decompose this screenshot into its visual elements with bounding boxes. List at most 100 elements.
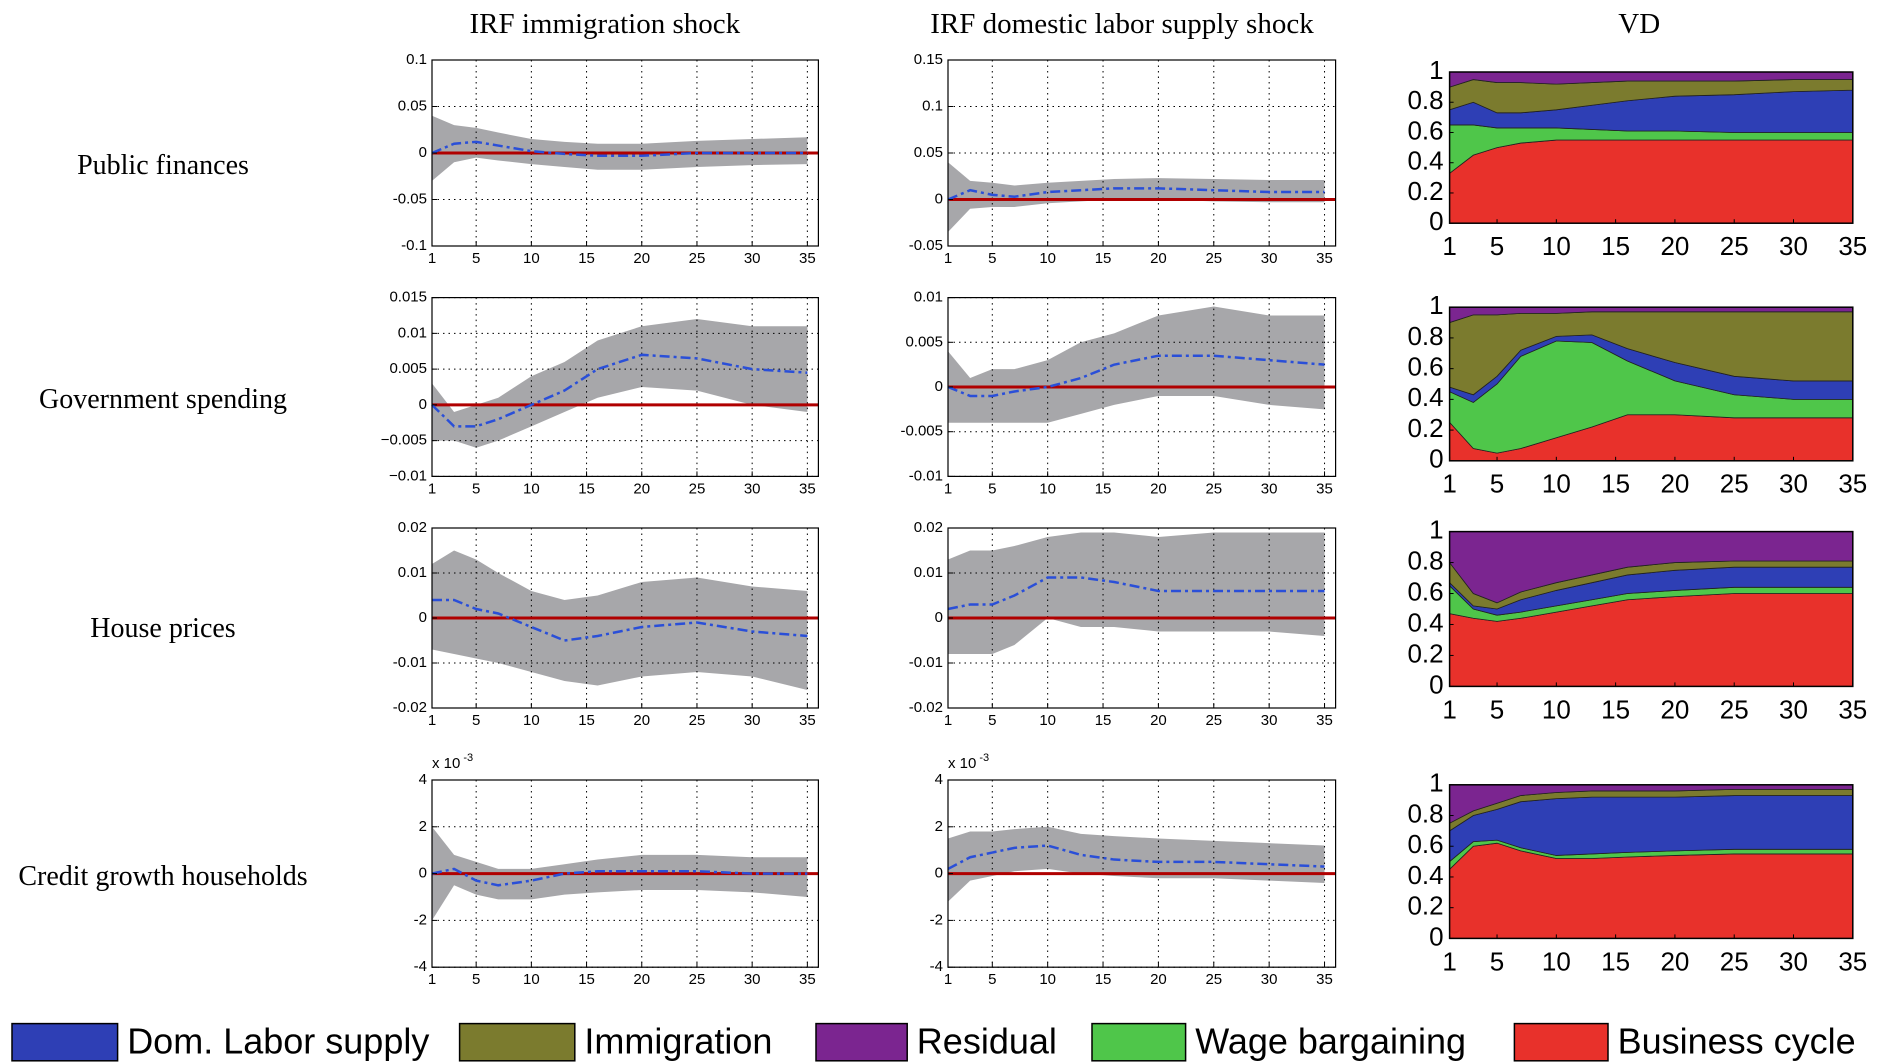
legend-swatch bbox=[1513, 1022, 1609, 1062]
median-line bbox=[432, 598, 808, 642]
y-tick-label: 0.01 bbox=[398, 324, 427, 341]
x-tick-label: 35 bbox=[1838, 231, 1867, 261]
x-tick-label: 35 bbox=[1316, 480, 1333, 497]
y-multiplier: x 10 -3 bbox=[432, 752, 473, 772]
y-tick-label: -0.01 bbox=[909, 467, 943, 484]
y-tick-label: 0.15 bbox=[914, 51, 943, 68]
y-tick-label: 0 bbox=[1429, 921, 1443, 951]
x-tick-label: 5 bbox=[1490, 694, 1504, 724]
median-line bbox=[947, 576, 1325, 611]
x-tick-label: 20 bbox=[1150, 971, 1167, 988]
y-tick-label: 0.01 bbox=[914, 564, 943, 581]
y-tick-label: 0.2 bbox=[1407, 891, 1443, 921]
x-tick-label: 30 bbox=[744, 971, 761, 988]
column-title: IRF domestic labor supply shock bbox=[930, 8, 1314, 40]
x-tick-label: 1 bbox=[428, 712, 436, 729]
x-tick-label: 1 bbox=[944, 712, 952, 729]
y-tick-label: 0.01 bbox=[398, 564, 427, 581]
y-tick-label: 0.02 bbox=[914, 519, 943, 536]
x-tick-label: 5 bbox=[988, 971, 996, 988]
x-tick-label: 5 bbox=[1490, 469, 1504, 499]
y-tick-label: 0 bbox=[419, 609, 427, 626]
row-label: Public finances bbox=[77, 149, 249, 181]
x-tick-label: 35 bbox=[1316, 712, 1333, 729]
confidence-band bbox=[432, 319, 808, 448]
x-tick-label: 15 bbox=[1601, 469, 1630, 499]
confidence-band bbox=[948, 306, 1325, 423]
x-tick-label: 25 bbox=[1720, 469, 1749, 499]
x-tick-label: 5 bbox=[472, 712, 480, 729]
legend-swatch bbox=[815, 1022, 908, 1062]
column-title: VD bbox=[1618, 8, 1660, 40]
y-tick-label: 0.4 bbox=[1407, 860, 1443, 890]
x-tick-label: 30 bbox=[744, 480, 761, 497]
x-tick-label: 35 bbox=[1316, 971, 1333, 988]
plot-frame bbox=[1448, 306, 1854, 462]
y-tick-label: 0.05 bbox=[398, 97, 427, 114]
x-tick-label: 1 bbox=[1442, 469, 1456, 499]
x-tick-label: 10 bbox=[1039, 480, 1056, 497]
x-tick-label: 15 bbox=[578, 712, 595, 729]
plot-frame bbox=[431, 297, 819, 478]
x-tick-label: 20 bbox=[1660, 946, 1689, 976]
x-tick-label: 35 bbox=[1316, 250, 1333, 267]
x-tick-label: 25 bbox=[1205, 712, 1222, 729]
y-tick-label: 1 bbox=[1429, 514, 1443, 544]
y-multiplier: x 10 -3 bbox=[948, 752, 989, 772]
x-tick-label: 30 bbox=[744, 712, 761, 729]
row-label: House prices bbox=[90, 612, 236, 644]
x-tick-label: 20 bbox=[1150, 480, 1167, 497]
row-label: Credit growth households bbox=[18, 861, 308, 893]
y-tick-label: 0.6 bbox=[1407, 576, 1443, 606]
confidence-band bbox=[948, 532, 1325, 654]
x-tick-label: 35 bbox=[799, 712, 816, 729]
y-tick-label: 0 bbox=[419, 144, 427, 161]
x-tick-label: 1 bbox=[428, 971, 436, 988]
x-tick-label: 20 bbox=[1660, 231, 1689, 261]
y-tick-label: 0.2 bbox=[1407, 413, 1443, 443]
x-tick-label: 10 bbox=[1542, 694, 1571, 724]
x-tick-label: 1 bbox=[1442, 231, 1456, 261]
x-tick-label: 25 bbox=[1720, 694, 1749, 724]
confidence-band bbox=[432, 115, 808, 181]
x-tick-label: 10 bbox=[1039, 712, 1056, 729]
x-tick-label: 30 bbox=[1261, 250, 1278, 267]
x-tick-label: 10 bbox=[1542, 946, 1571, 976]
x-tick-label: 30 bbox=[1261, 480, 1278, 497]
x-tick-label: 5 bbox=[988, 480, 996, 497]
y-tick-label: 0.015 bbox=[389, 289, 427, 306]
y-tick-label: 0.01 bbox=[914, 289, 943, 306]
y-tick-label: -0.05 bbox=[393, 190, 427, 207]
legend-swatch bbox=[11, 1022, 119, 1062]
x-tick-label: 10 bbox=[523, 250, 540, 267]
median-line bbox=[947, 187, 1325, 201]
stacked-area bbox=[1449, 842, 1854, 939]
y-tick-label: -2 bbox=[930, 911, 943, 928]
plot-frame bbox=[1448, 530, 1854, 688]
median-line bbox=[431, 353, 808, 428]
x-tick-label: 1 bbox=[428, 480, 436, 497]
x-tick-label: 1 bbox=[428, 250, 436, 267]
x-tick-label: 10 bbox=[1542, 231, 1571, 261]
legend-label: Residual bbox=[917, 1021, 1057, 1062]
y-tick-label: 0.05 bbox=[914, 144, 943, 161]
x-tick-label: 5 bbox=[472, 250, 480, 267]
x-tick-label: 25 bbox=[1205, 971, 1222, 988]
x-tick-label: 10 bbox=[523, 480, 540, 497]
x-tick-label: 35 bbox=[1838, 946, 1867, 976]
y-tick-label: 0 bbox=[419, 396, 427, 413]
y-tick-label: -0.02 bbox=[393, 699, 427, 716]
y-tick-label: -0.01 bbox=[393, 654, 427, 671]
x-tick-label: 15 bbox=[1095, 480, 1112, 497]
y-tick-label: -0.05 bbox=[909, 237, 943, 254]
x-tick-label: 35 bbox=[799, 971, 816, 988]
column-title: IRF immigration shock bbox=[469, 8, 740, 40]
y-tick-label: 0.005 bbox=[389, 360, 427, 377]
legend-swatch bbox=[458, 1022, 576, 1062]
y-tick-label: 0 bbox=[935, 609, 943, 626]
x-tick-label: 5 bbox=[1490, 231, 1504, 261]
median-line bbox=[431, 140, 808, 158]
y-tick-label: 0.6 bbox=[1407, 829, 1443, 859]
x-tick-label: 1 bbox=[944, 480, 952, 497]
